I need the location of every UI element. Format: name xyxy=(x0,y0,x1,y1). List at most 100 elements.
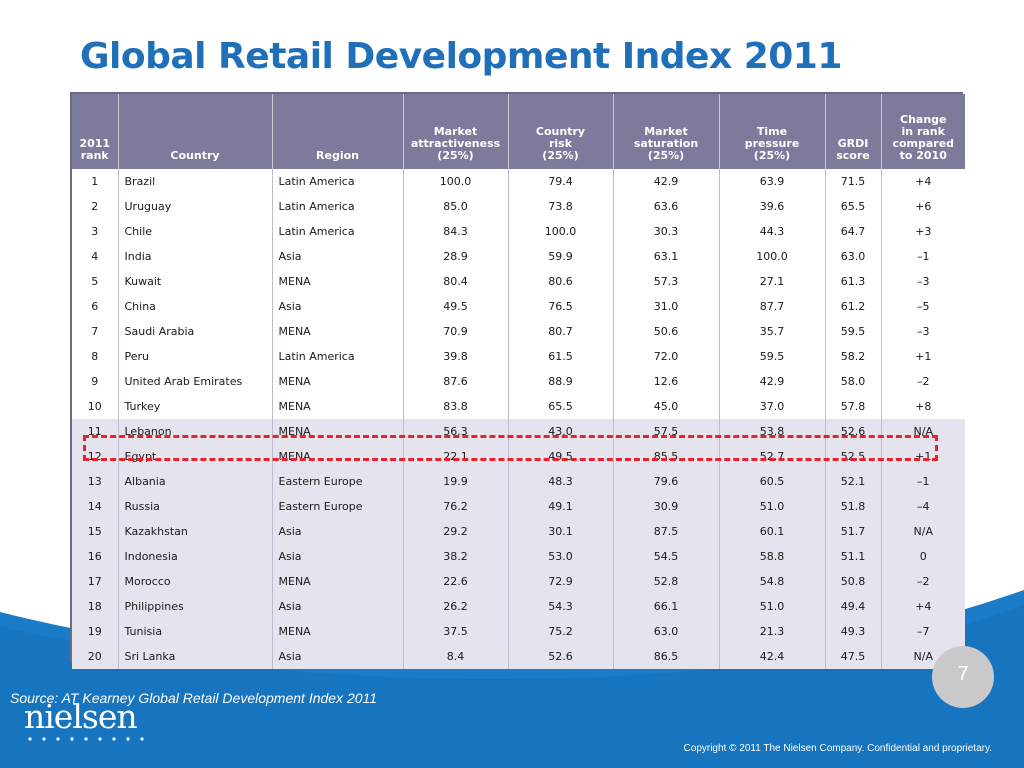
cell-grdi-score: 52.6 xyxy=(825,419,882,444)
cell-rank: 12 xyxy=(72,444,119,469)
cell-time-pressure: 58.8 xyxy=(719,544,826,569)
grdi-table: 2011 rank Country Region Market attractivenes… xyxy=(70,92,965,669)
cell-rank: 16 xyxy=(72,544,119,569)
cell-rank: 5 xyxy=(72,269,119,294)
cell-country-risk: 61.5 xyxy=(508,344,614,369)
cell-change-in-rank: 0 xyxy=(881,544,965,569)
table-row: 17 Morocco MENA 22.6 72.9 52.8 54.8 50.8 –2 xyxy=(72,569,965,594)
cell-country-risk: 49.1 xyxy=(508,494,614,519)
cell-market-attractiveness: 29.2 xyxy=(403,519,509,544)
cell-change-in-rank: +3 xyxy=(881,219,965,244)
cell-country-risk: 100.0 xyxy=(508,219,614,244)
cell-region: Asia xyxy=(272,294,404,319)
cell-change-in-rank: –4 xyxy=(881,494,965,519)
cell-country-risk: 52.6 xyxy=(508,644,614,669)
cell-region: MENA xyxy=(272,394,404,419)
cell-change-in-rank: +8 xyxy=(881,394,965,419)
cell-region: Asia xyxy=(272,244,404,269)
cell-market-saturation: 79.6 xyxy=(613,469,720,494)
cell-region: Asia xyxy=(272,644,404,669)
cell-change-in-rank: N/A xyxy=(881,519,965,544)
cell-country: Tunisia xyxy=(118,619,273,644)
cell-rank: 1 xyxy=(72,169,119,194)
cell-region: MENA xyxy=(272,269,404,294)
cell-market-attractiveness: 8.4 xyxy=(403,644,509,669)
cell-country-risk: 59.9 xyxy=(508,244,614,269)
cell-time-pressure: 42.9 xyxy=(719,369,826,394)
cell-market-attractiveness: 56.3 xyxy=(403,419,509,444)
cell-grdi-score: 59.5 xyxy=(825,319,882,344)
cell-grdi-score: 61.2 xyxy=(825,294,882,319)
cell-market-attractiveness: 22.6 xyxy=(403,569,509,594)
cell-time-pressure: 37.0 xyxy=(719,394,826,419)
cell-rank: 3 xyxy=(72,219,119,244)
cell-country: Lebanon xyxy=(118,419,273,444)
cell-market-saturation: 54.5 xyxy=(613,544,720,569)
cell-grdi-score: 51.7 xyxy=(825,519,882,544)
column-header-line: attractiveness xyxy=(410,137,501,150)
cell-country-risk: 73.8 xyxy=(508,194,614,219)
column-header-line: Region xyxy=(316,149,359,162)
cell-change-in-rank: –3 xyxy=(881,319,965,344)
column-header-country: Country xyxy=(118,94,273,169)
cell-market-attractiveness: 49.5 xyxy=(403,294,509,319)
cell-grdi-score: 51.1 xyxy=(825,544,882,569)
cell-time-pressure: 44.3 xyxy=(719,219,826,244)
cell-change-in-rank: +1 xyxy=(881,444,965,469)
cell-market-saturation: 63.0 xyxy=(613,619,720,644)
table-header-row: 2011 rank Country Region Market attractivenes… xyxy=(72,94,965,169)
cell-rank: 11 xyxy=(72,419,119,444)
cell-region: Latin America xyxy=(272,344,404,369)
cell-grdi-score: 57.8 xyxy=(825,394,882,419)
cell-market-attractiveness: 28.9 xyxy=(403,244,509,269)
cell-market-saturation: 57.3 xyxy=(613,269,720,294)
column-header-country-risk: Country risk (25%) xyxy=(508,94,614,169)
cell-time-pressure: 52.7 xyxy=(719,444,826,469)
cell-market-saturation: 87.5 xyxy=(613,519,720,544)
cell-rank: 9 xyxy=(72,369,119,394)
cell-change-in-rank: –5 xyxy=(881,294,965,319)
cell-market-attractiveness: 22.1 xyxy=(403,444,509,469)
column-header-line: (25%) xyxy=(753,149,791,162)
cell-rank: 15 xyxy=(72,519,119,544)
table-row: 18 Philippines Asia 26.2 54.3 66.1 51.0 49.4 +4 xyxy=(72,594,965,619)
cell-grdi-score: 47.5 xyxy=(825,644,882,669)
cell-market-saturation: 63.6 xyxy=(613,194,720,219)
cell-region: MENA xyxy=(272,419,404,444)
logo-dots xyxy=(28,737,144,741)
nielsen-logo: nielsen xyxy=(24,697,138,736)
cell-time-pressure: 51.0 xyxy=(719,594,826,619)
cell-region: MENA xyxy=(272,619,404,644)
column-header-line: (25%) xyxy=(647,149,685,162)
cell-country: Philippines xyxy=(118,594,273,619)
table-row: 11 Lebanon MENA 56.3 43.0 57.5 53.8 52.6 N/A xyxy=(72,419,965,444)
column-header-line: Change xyxy=(900,113,947,126)
cell-market-saturation: 85.5 xyxy=(613,444,720,469)
cell-region: Asia xyxy=(272,544,404,569)
table-row: 6 China Asia 49.5 76.5 31.0 87.7 61.2 –5 xyxy=(72,294,965,319)
column-header-line: Market xyxy=(433,125,478,138)
cell-country-risk: 79.4 xyxy=(508,169,614,194)
table-row: 16 Indonesia Asia 38.2 53.0 54.5 58.8 51.1 0 xyxy=(72,544,965,569)
cell-region: MENA xyxy=(272,569,404,594)
cell-region: Latin America xyxy=(272,219,404,244)
cell-change-in-rank: –7 xyxy=(881,619,965,644)
cell-market-saturation: 45.0 xyxy=(613,394,720,419)
column-header-region: Region xyxy=(272,94,404,169)
cell-rank: 4 xyxy=(72,244,119,269)
cell-market-attractiveness: 87.6 xyxy=(403,369,509,394)
cell-country-risk: 49.5 xyxy=(508,444,614,469)
column-header-rank: 2011 rank xyxy=(72,94,119,169)
cell-grdi-score: 49.3 xyxy=(825,619,882,644)
cell-time-pressure: 100.0 xyxy=(719,244,826,269)
cell-rank: 19 xyxy=(72,619,119,644)
cell-region: MENA xyxy=(272,369,404,394)
cell-rank: 8 xyxy=(72,344,119,369)
cell-country: Brazil xyxy=(118,169,273,194)
cell-region: MENA xyxy=(272,319,404,344)
cell-change-in-rank: –3 xyxy=(881,269,965,294)
cell-time-pressure: 39.6 xyxy=(719,194,826,219)
cell-market-attractiveness: 70.9 xyxy=(403,319,509,344)
page-number: 7 xyxy=(932,646,994,708)
table-row: 15 Kazakhstan Asia 29.2 30.1 87.5 60.1 51.7 N/A xyxy=(72,519,965,544)
